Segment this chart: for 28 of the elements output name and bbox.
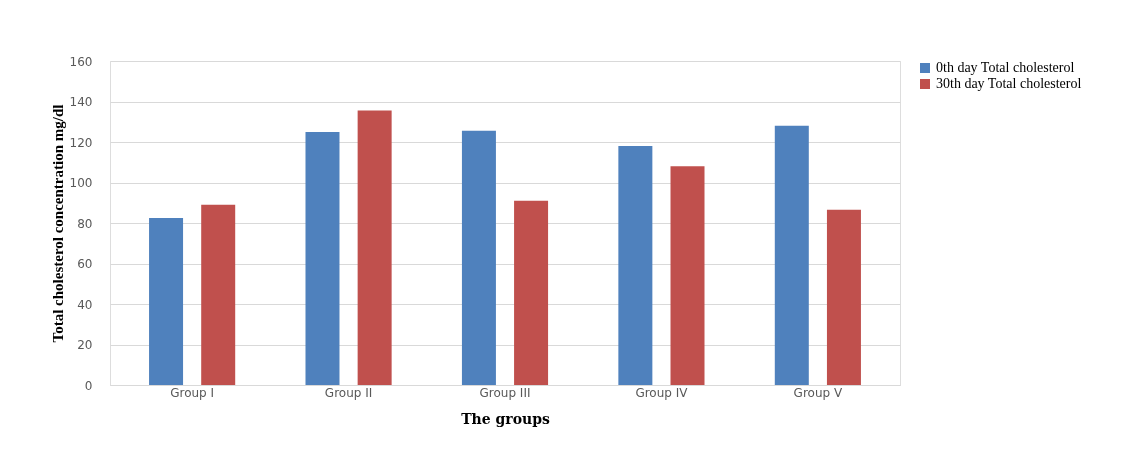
x-tick-label: Group II — [324, 385, 373, 400]
bar — [305, 131, 340, 385]
y-tick-label: 80 — [77, 216, 93, 231]
legend-label: 0th day Total cholesterol — [936, 60, 1075, 75]
y-tick-label: 100 — [69, 176, 93, 190]
y-tick-label: 20 — [77, 338, 93, 352]
bar — [201, 204, 236, 385]
bar — [514, 200, 549, 385]
y-tick-label: 40 — [77, 297, 93, 312]
x-tick-label: Group III — [479, 385, 531, 400]
x-axis-title: The groups — [461, 410, 550, 427]
bar — [670, 166, 705, 385]
x-tick-label: Group I — [170, 385, 215, 400]
bar — [149, 217, 184, 385]
y-axis-title: Total cholesterol concentration mg/dl — [49, 104, 66, 343]
y-tick-label: 0 — [84, 378, 93, 393]
legend-label: 30th day Total cholesterol — [936, 76, 1082, 91]
bar — [461, 130, 496, 385]
bar — [618, 146, 653, 385]
bar — [357, 110, 392, 385]
bar — [826, 209, 861, 385]
y-tick-label: 120 — [69, 135, 93, 150]
x-tick-label: Group IV — [635, 385, 689, 400]
x-tick-label: Group V — [793, 385, 843, 400]
y-tick-label: 160 — [69, 54, 93, 69]
y-tick-label: 140 — [69, 95, 93, 109]
bar — [774, 125, 809, 385]
y-tick-label: 60 — [77, 257, 93, 271]
